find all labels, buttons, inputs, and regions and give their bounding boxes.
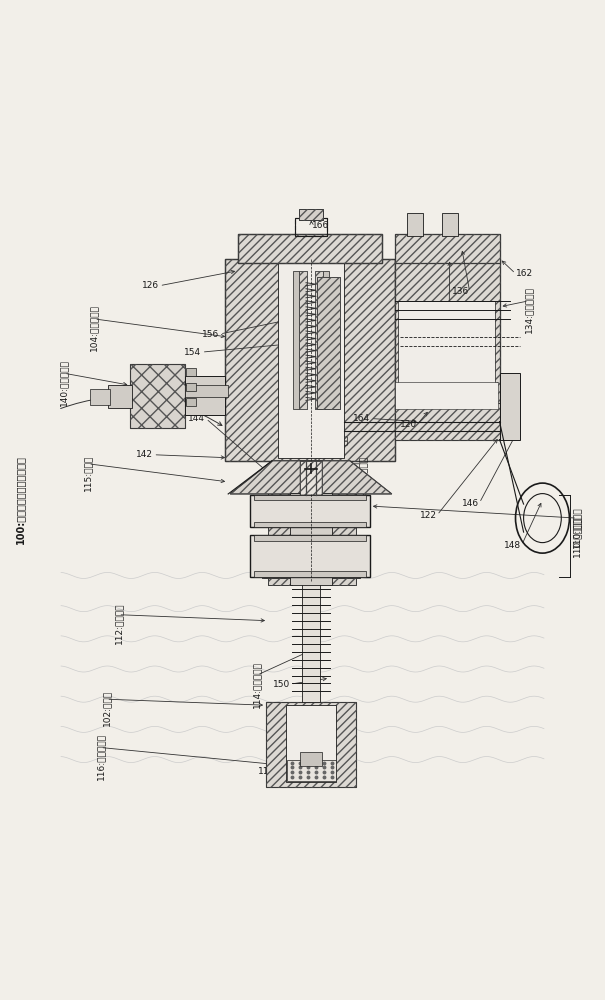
Bar: [290, 527, 332, 535]
Bar: [268, 467, 292, 585]
Bar: [299, 209, 323, 220]
Bar: [91, 389, 111, 405]
Text: 102:测量杆: 102:测量杆: [102, 690, 111, 726]
Bar: [266, 702, 356, 787]
Bar: [131, 364, 185, 428]
Bar: [185, 376, 225, 415]
Text: 119: 119: [269, 736, 286, 745]
Bar: [299, 271, 307, 409]
Bar: [323, 271, 329, 409]
Bar: [330, 467, 356, 585]
Text: 110:固定单元: 110:固定单元: [573, 515, 581, 557]
Bar: [317, 277, 340, 409]
Bar: [238, 234, 382, 263]
Bar: [131, 364, 185, 428]
Bar: [317, 277, 340, 409]
Text: 154: 154: [184, 348, 201, 357]
Text: 108: 108: [333, 529, 350, 538]
Text: 110:固定单元: 110:固定单元: [573, 506, 581, 548]
Text: 164: 164: [353, 414, 370, 423]
Polygon shape: [230, 461, 392, 494]
Text: 160: 160: [297, 360, 314, 369]
Bar: [299, 271, 307, 409]
Bar: [238, 234, 382, 263]
Bar: [185, 385, 228, 397]
Bar: [225, 259, 395, 461]
Text: 114:压力传导杆: 114:压力传导杆: [253, 661, 262, 708]
Bar: [395, 259, 500, 409]
Bar: [186, 383, 196, 391]
Text: 150: 150: [273, 680, 290, 689]
Bar: [250, 495, 370, 527]
Text: 152:热电偶: 152:热电偶: [358, 455, 367, 491]
Bar: [225, 259, 395, 461]
Bar: [302, 500, 320, 702]
Bar: [253, 495, 366, 500]
Text: 112:外筒壳体: 112:外筒壳体: [114, 603, 123, 644]
Bar: [299, 209, 323, 220]
Text: 134:压力传感器: 134:压力传感器: [525, 286, 534, 333]
Text: 136: 136: [452, 287, 469, 296]
Bar: [253, 535, 366, 541]
Bar: [253, 522, 366, 527]
Text: 118:引导衬套: 118:引导衬套: [258, 766, 299, 775]
Bar: [287, 760, 336, 781]
Bar: [300, 461, 322, 495]
Bar: [300, 752, 322, 766]
Bar: [186, 368, 196, 376]
Bar: [300, 461, 322, 495]
Bar: [395, 259, 500, 409]
Bar: [315, 271, 323, 409]
Text: 144: 144: [188, 414, 205, 423]
Text: 156: 156: [202, 330, 220, 339]
Text: 焊接: 焊接: [340, 434, 349, 445]
Bar: [295, 218, 327, 236]
Bar: [186, 398, 196, 406]
Bar: [330, 467, 356, 585]
Bar: [395, 382, 497, 409]
Bar: [266, 702, 356, 787]
Text: 126: 126: [142, 281, 159, 290]
Text: 146: 146: [462, 499, 479, 508]
Bar: [278, 263, 344, 458]
Bar: [395, 234, 500, 263]
Text: 116:多孔过滤器: 116:多孔过滤器: [96, 733, 105, 780]
Text: 162: 162: [516, 269, 533, 278]
Bar: [268, 467, 292, 585]
Text: 122: 122: [419, 511, 437, 520]
Bar: [262, 566, 360, 578]
Bar: [293, 271, 299, 409]
Text: 142: 142: [136, 450, 153, 459]
Text: 100:模具内部信息测量传感器: 100:模具内部信息测量传感器: [15, 456, 25, 544]
Bar: [290, 493, 332, 499]
Text: 106: 106: [333, 479, 350, 488]
Text: 158: 158: [469, 396, 486, 405]
Text: 140:气压传感器: 140:气压传感器: [59, 359, 68, 406]
Bar: [253, 571, 366, 577]
Bar: [262, 566, 360, 578]
Bar: [407, 213, 423, 236]
Text: 120: 120: [399, 420, 417, 429]
Bar: [397, 301, 494, 403]
Text: 166: 166: [312, 221, 329, 230]
Bar: [395, 403, 500, 440]
Bar: [286, 705, 336, 782]
Bar: [250, 535, 370, 577]
Text: 115:通气路: 115:通气路: [83, 455, 93, 491]
Bar: [500, 373, 520, 440]
Bar: [295, 218, 327, 236]
Text: 148: 148: [504, 541, 521, 550]
Bar: [442, 213, 457, 236]
Bar: [300, 461, 322, 495]
Bar: [290, 575, 332, 585]
Bar: [108, 385, 132, 408]
Bar: [395, 403, 500, 440]
Text: 104:传感器部件: 104:传感器部件: [90, 305, 99, 351]
Text: 132: 132: [431, 314, 449, 323]
Bar: [395, 234, 500, 263]
Bar: [315, 271, 323, 409]
